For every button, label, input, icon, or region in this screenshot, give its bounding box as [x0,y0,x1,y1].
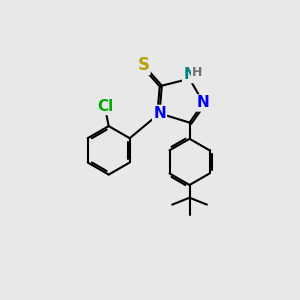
Text: N: N [197,95,210,110]
Text: S: S [137,56,149,74]
Text: N: N [183,67,196,82]
Text: N: N [153,106,166,121]
Text: Cl: Cl [97,99,113,114]
Text: H: H [192,66,202,79]
